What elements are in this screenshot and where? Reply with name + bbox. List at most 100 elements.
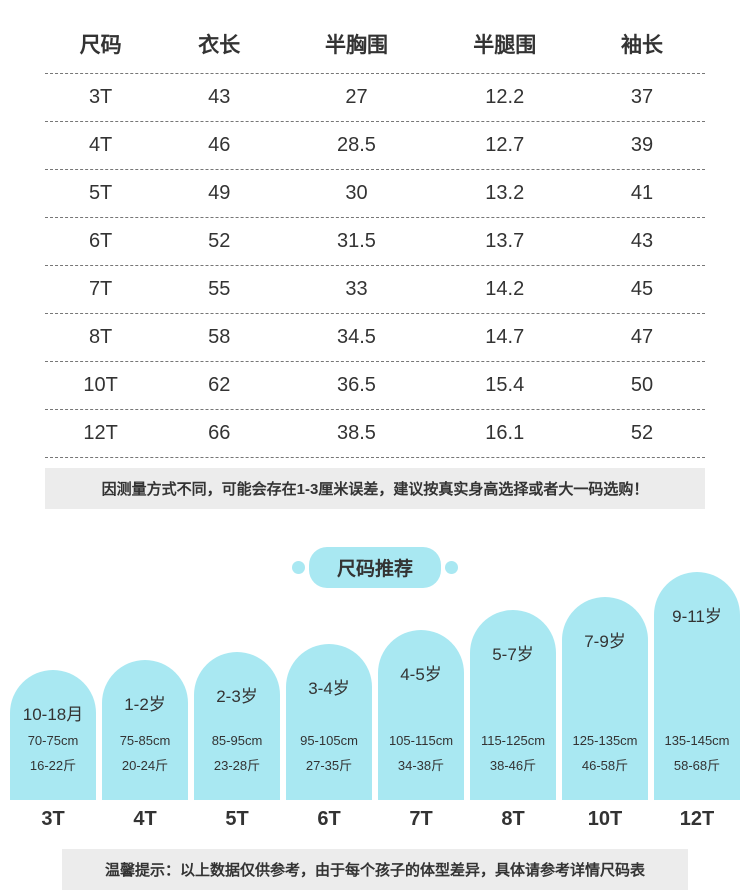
age-range: 2-3岁 [216, 687, 258, 706]
table-cell: 27 [345, 86, 368, 108]
column-header-chest: 半胸围 [324, 33, 388, 57]
age-range: 9-11岁 [672, 607, 722, 626]
size-arch-4t: 1-2岁 75-85cm 20-24斤 [102, 660, 188, 800]
weight-range: 58-68斤 [673, 758, 721, 773]
decorative-dot-left [291, 561, 305, 574]
table-row-10t: 10T 62 36.5 15.4 50 [45, 362, 705, 410]
age-range: 10-18月 [22, 705, 84, 724]
table-cell: 66 [208, 422, 231, 444]
table-cell: 10T [83, 374, 118, 396]
size-label-8t: 8T [501, 808, 525, 830]
table-cell: 41 [630, 182, 654, 204]
height-range: 75-85cm [119, 733, 171, 748]
weight-range: 27-35斤 [305, 758, 353, 773]
height-range: 125-135cm [572, 733, 638, 748]
table-cell: 36.5 [336, 374, 376, 396]
table-cell: 52 [630, 422, 654, 444]
table-cell: 49 [208, 182, 231, 204]
table-row-3t: 3T 43 27 12.2 37 [45, 74, 705, 122]
table-cell: 43 [208, 86, 231, 108]
size-label-6t: 6T [317, 808, 341, 830]
weight-range: 46-58斤 [581, 758, 629, 773]
table-cell: 52 [208, 230, 231, 252]
column-header-sleeve: 袖长 [620, 33, 663, 57]
table-cell: 55 [208, 278, 231, 300]
table-cell: 50 [630, 374, 654, 396]
table-cell: 14.7 [485, 326, 525, 348]
warm-tip-note: 温馨提示：以上数据仅供参考，由于每个孩子的体型差异，具体请参考详情尺码表 [62, 849, 688, 890]
table-cell: 13.2 [485, 182, 525, 204]
column-header-length: 衣长 [198, 33, 241, 57]
table-row-4t: 4T 46 28.5 12.7 39 [45, 122, 705, 170]
recommendation-title-row: 尺码推荐 [0, 547, 750, 588]
weight-range: 34-38斤 [397, 758, 445, 773]
table-row-7t: 7T 55 33 14.2 45 [45, 266, 705, 314]
table-cell: 16.1 [485, 422, 525, 444]
table-cell: 12.2 [485, 86, 525, 108]
table-cell: 15.4 [485, 374, 525, 396]
column-header-size: 尺码 [79, 33, 122, 57]
table-cell: 43 [630, 230, 654, 252]
age-range: 1-2岁 [124, 695, 166, 714]
table-cell: 39 [630, 134, 654, 156]
table-cell: 62 [208, 374, 231, 396]
weight-range: 38-46斤 [489, 758, 537, 773]
size-arch-7t: 4-5岁 105-115cm 34-38斤 [378, 630, 464, 800]
recommendation-title: 尺码推荐 [308, 547, 441, 588]
column-header-leg: 半腿围 [473, 33, 537, 57]
table-cell: 58 [208, 326, 231, 348]
size-label-5t: 5T [225, 808, 249, 830]
table-cell: 12.7 [485, 134, 525, 156]
table-cell: 33 [345, 278, 368, 300]
size-arch-3t: 10-18月 70-75cm 16-22斤 [10, 670, 96, 800]
size-table: 尺码 衣长 半胸围 半腿围 袖长 3T 43 27 12.2 37 4T 46 … [45, 14, 705, 458]
weight-range: 20-24斤 [121, 758, 169, 773]
size-label-4t: 4T [133, 808, 157, 830]
weight-range: 16-22斤 [29, 758, 77, 773]
table-cell: 28.5 [336, 134, 376, 156]
size-labels-row: 3T 4T 5T 6T 7T 8T 10T 12T [0, 808, 750, 831]
table-cell: 6T [88, 230, 113, 252]
table-cell: 31.5 [336, 230, 376, 252]
size-label-7t: 7T [409, 808, 433, 830]
height-range: 70-75cm [27, 733, 79, 748]
age-range: 3-4岁 [308, 679, 350, 698]
size-arch-6t: 3-4岁 95-105cm 27-35斤 [286, 644, 372, 800]
table-row-8t: 8T 58 34.5 14.7 47 [45, 314, 705, 362]
weight-range: 23-28斤 [213, 758, 261, 773]
table-cell: 47 [630, 326, 654, 348]
size-label-10t: 10T [587, 808, 623, 830]
size-arch-5t: 2-3岁 85-95cm 23-28斤 [194, 652, 280, 800]
table-row-5t: 5T 49 30 13.2 41 [45, 170, 705, 218]
size-arch-12t: 9-11岁 135-145cm 58-68斤 [654, 572, 740, 800]
table-row-12t: 12T 66 38.5 16.1 52 [45, 410, 705, 458]
table-cell: 38.5 [336, 422, 376, 444]
table-cell: 46 [208, 134, 231, 156]
table-cell: 4T [88, 134, 113, 156]
table-row-6t: 6T 52 31.5 13.7 43 [45, 218, 705, 266]
size-recommendation-arches: 10-18月 70-75cm 16-22斤 1-2岁 75-85cm 20-24… [0, 572, 750, 800]
table-cell: 3T [88, 86, 113, 108]
table-cell: 13.7 [485, 230, 525, 252]
height-range: 105-115cm [388, 733, 454, 748]
size-table-header-row: 尺码 衣长 半胸围 半腿围 袖长 [45, 14, 705, 74]
size-label-12t: 12T [679, 808, 715, 830]
table-cell: 30 [345, 182, 368, 204]
size-label-3t: 3T [41, 808, 65, 830]
age-range: 4-5岁 [400, 665, 442, 684]
table-cell: 12T [83, 422, 118, 444]
height-range: 115-125cm [480, 733, 546, 748]
table-cell: 14.2 [485, 278, 525, 300]
height-range: 95-105cm [300, 733, 358, 748]
size-arch-10t: 7-9岁 125-135cm 46-58斤 [562, 597, 648, 800]
size-arch-8t: 5-7岁 115-125cm 38-46斤 [470, 610, 556, 800]
table-cell: 5T [88, 182, 113, 204]
table-cell: 45 [630, 278, 654, 300]
measurement-note: 因测量方式不同，可能会存在1-3厘米误差，建议按真实身高选择或者大一码选购！ [45, 468, 705, 509]
table-cell: 7T [88, 278, 113, 300]
decorative-dot-right [445, 561, 458, 574]
table-cell: 34.5 [336, 326, 376, 348]
height-range: 85-95cm [211, 733, 263, 748]
table-cell: 37 [630, 86, 654, 108]
